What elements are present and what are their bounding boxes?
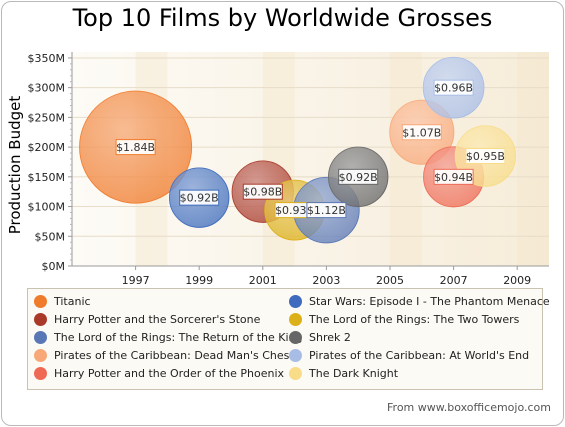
data-label-7: $0.96B xyxy=(433,79,474,96)
data-label-text: $0.92B xyxy=(180,192,219,205)
x-tick-label: 2007 xyxy=(440,274,468,287)
legend-marker xyxy=(289,349,302,362)
y-tick-label: $50M xyxy=(35,230,66,243)
data-label-box xyxy=(306,202,347,219)
legend-marker xyxy=(34,313,47,326)
data-label-box xyxy=(433,168,474,185)
data-label-9: $0.95B xyxy=(465,148,506,165)
legend-marker xyxy=(289,295,302,308)
data-label-1: $0.92B xyxy=(179,189,220,206)
data-label-text: $0.95B xyxy=(466,150,505,163)
legend: Titanic Star Wars: Episode I - The Phanto… xyxy=(27,288,550,390)
x-tick-label: 1999 xyxy=(185,274,213,287)
data-label-text: $0.93B xyxy=(275,204,314,217)
data-label-box xyxy=(338,168,379,185)
legend-marker xyxy=(289,367,302,380)
data-label-box xyxy=(465,148,506,165)
data-label-box xyxy=(115,139,156,156)
legend-label: The Lord of the Rings: The Two Towers xyxy=(309,313,520,326)
legend-marker xyxy=(34,295,47,308)
legend-label: Star Wars: Episode I - The Phantom Menac… xyxy=(309,295,550,308)
chart-title: Top 10 Films by Worldwide Grosses xyxy=(72,4,493,32)
data-label-0: $1.84B xyxy=(115,139,156,156)
data-label-text: $0.94B xyxy=(434,171,473,184)
grid-band xyxy=(517,52,549,266)
legend-label: Harry Potter and the Sorcerer's Stone xyxy=(54,313,261,326)
data-label-text: $0.96B xyxy=(434,82,473,95)
y-tick-label: $250M xyxy=(28,111,66,124)
data-label-box xyxy=(401,124,442,141)
x-tick-label: 2003 xyxy=(312,274,340,287)
legend-marker xyxy=(34,367,47,380)
data-label-2: $0.98B xyxy=(242,183,283,200)
data-label-box xyxy=(433,79,474,96)
x-tick-label: 2001 xyxy=(249,274,277,287)
data-label-3: $0.93B xyxy=(274,202,315,219)
y-tick-label: $300M xyxy=(28,82,66,95)
x-tick-label: 2005 xyxy=(376,274,404,287)
data-label-4: $1.12B xyxy=(306,202,347,219)
legend-marker xyxy=(289,313,302,326)
x-tick-label: 2009 xyxy=(503,274,531,287)
y-tick-label: $150M xyxy=(28,171,66,184)
x-tick-label: 1997 xyxy=(122,274,150,287)
legend-marker xyxy=(34,331,47,344)
legend-label: The Dark Knight xyxy=(309,367,399,380)
y-axis-title: Production Budget xyxy=(6,96,24,235)
y-tick-label: $0M xyxy=(42,260,66,273)
y-tick-label: $350M xyxy=(28,52,66,65)
data-label-text: $0.98B xyxy=(243,186,282,199)
y-tick-label: $100M xyxy=(28,201,66,214)
y-tick-label: $200M xyxy=(28,141,66,154)
data-label-box xyxy=(242,183,283,200)
data-label-6: $1.07B xyxy=(401,124,442,141)
legend-label: The Lord of the Rings: The Return of the… xyxy=(54,331,303,344)
data-label-text: $0.92B xyxy=(339,171,378,184)
legend-marker xyxy=(34,349,47,362)
data-label-8: $0.94B xyxy=(433,168,474,185)
data-label-text: $1.84B xyxy=(116,141,155,154)
legend-label: Titanic xyxy=(54,295,91,308)
legend-label: Pirates of the Caribbean: At World's End xyxy=(309,349,530,362)
legend-marker xyxy=(289,331,302,344)
data-label-5: $0.92B xyxy=(338,168,379,185)
data-label-box xyxy=(179,189,220,206)
data-label-text: $1.12B xyxy=(307,204,346,217)
legend-label: Pirates of the Caribbean: Dead Man's Che… xyxy=(54,349,294,362)
legend-label: Shrek 2 xyxy=(309,331,351,344)
data-label-text: $1.07B xyxy=(402,126,441,139)
legend-label: Harry Potter and the Order of the Phoeni… xyxy=(54,367,285,380)
source-note: From www.boxofficemojo.com xyxy=(387,401,551,414)
